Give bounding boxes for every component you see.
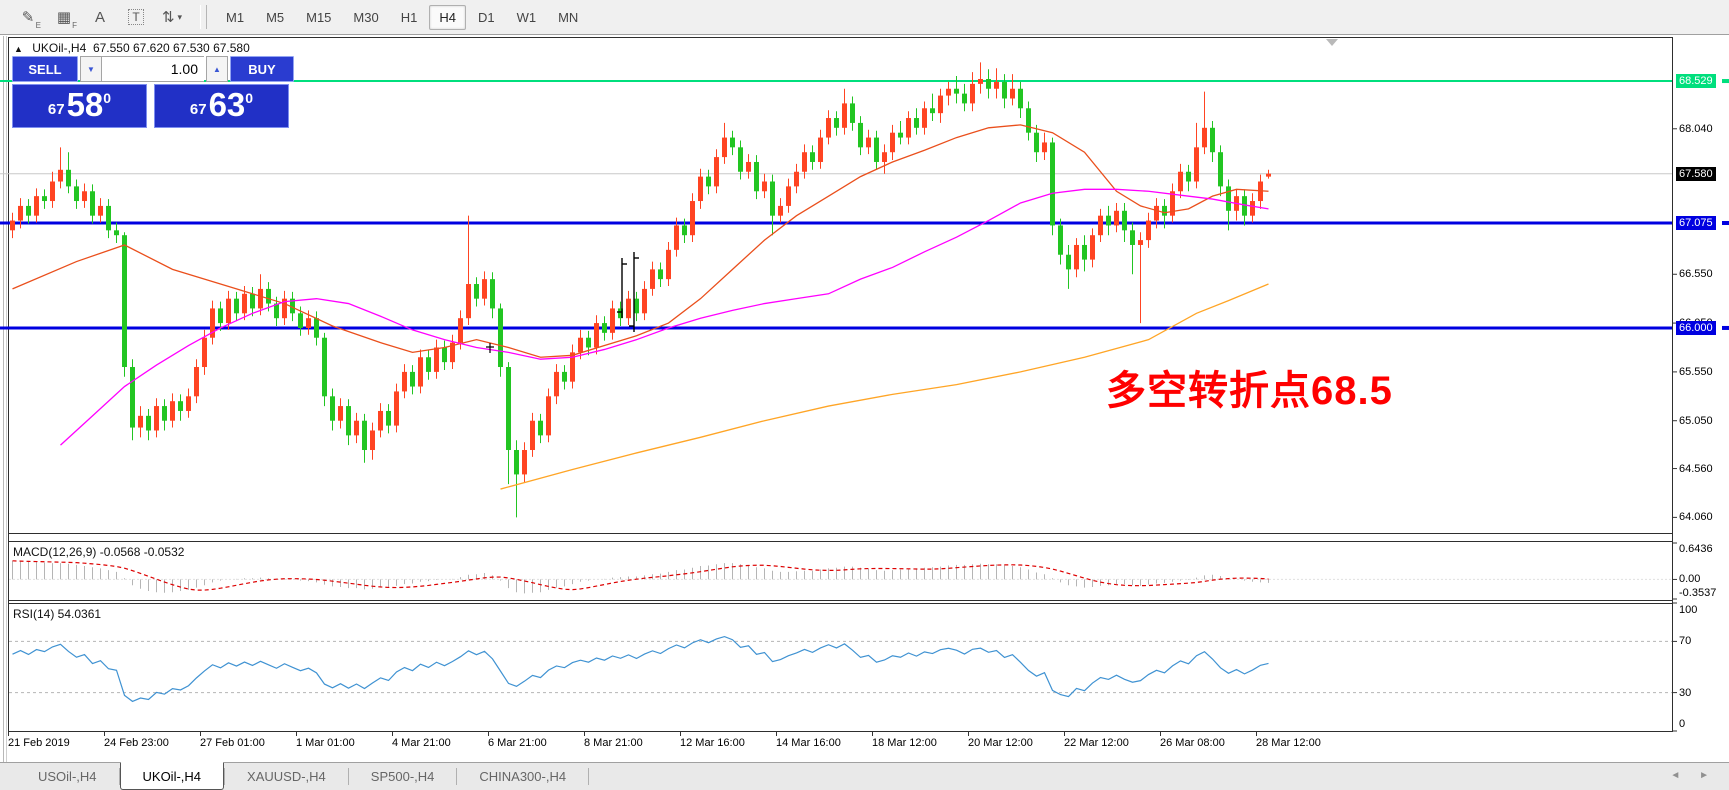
symbol-tab-china300h4[interactable]: CHINA300-,H4 <box>457 763 588 790</box>
line-edge-marker <box>1722 221 1729 225</box>
time-axis-label: 4 Mar 21:00 <box>392 737 451 749</box>
symbol-tab-usoilh4[interactable]: USOil-,H4 <box>16 763 119 790</box>
volume-input[interactable] <box>102 56 204 82</box>
time-axis-label: 8 Mar 21:00 <box>584 737 643 749</box>
symbol-tab-ukoilh4[interactable]: UKOil-,H4 <box>120 762 225 790</box>
time-axis-label: 14 Mar 16:00 <box>776 737 841 749</box>
ask-big-figure: 67 <box>190 101 207 118</box>
bid-pips: 58 <box>67 86 104 124</box>
price-axis-label-blue: 67.075 <box>1676 216 1716 230</box>
tab-separator <box>588 768 589 785</box>
timeframe-button-h4[interactable]: H4 <box>429 5 466 30</box>
price-axis-label: 64.560 <box>1676 462 1716 476</box>
time-axis-label: 12 Mar 16:00 <box>680 737 745 749</box>
chart-title: ▲ UKOil-,H4 67.550 67.620 67.530 67.580 <box>14 41 250 55</box>
rsi-axis-label: 100 <box>1676 603 1700 617</box>
toolbar-separator <box>200 5 207 29</box>
collapse-triangle-icon[interactable]: ▲ <box>14 44 23 54</box>
ohlc-values: 67.550 67.620 67.530 67.580 <box>93 41 250 55</box>
timeframe-button-m30[interactable]: M30 <box>343 5 388 30</box>
grid-pattern-icon[interactable]: ▦F <box>49 4 79 30</box>
volume-increase-button[interactable]: ▲ <box>206 56 228 82</box>
arrange-arrows-icon[interactable]: ⇅▾ <box>157 4 187 30</box>
timeframe-button-m5[interactable]: M5 <box>256 5 294 30</box>
ask-pips: 63 <box>209 86 246 124</box>
draw-study-icon[interactable]: ✎E <box>13 4 43 30</box>
symbol-period-label: UKOil-,H4 <box>32 41 86 55</box>
symbol-tab-xauusdh4[interactable]: XAUUSD-,H4 <box>225 763 348 790</box>
chart-text-annotation: 多空转折点68.5 <box>1106 358 1393 416</box>
rsi-axis-label: 0 <box>1676 717 1688 731</box>
price-axis-label-blue: 66.000 <box>1676 321 1716 335</box>
bid-big-figure: 67 <box>48 101 65 118</box>
volume-decrease-button[interactable]: ▼ <box>80 56 102 82</box>
bid-pipette: 0 <box>103 90 111 106</box>
macd-axis-label: 0.00 <box>1676 572 1703 586</box>
price-axis-label-black: 67.580 <box>1676 167 1716 181</box>
candle <box>546 388 551 442</box>
ask-price-box[interactable]: 67 63 0 <box>154 84 289 128</box>
timeframe-button-h1[interactable]: H1 <box>391 5 428 30</box>
bid-price-box[interactable]: 67 58 0 <box>12 84 147 128</box>
macd-axis-label: 0.6436 <box>1676 542 1716 556</box>
macd-indicator-label: MACD(12,26,9) -0.0568 -0.0532 <box>13 545 184 559</box>
time-axis-label: 26 Mar 08:00 <box>1160 737 1225 749</box>
window-chrome <box>0 35 1729 789</box>
timeframe-button-m15[interactable]: M15 <box>296 5 341 30</box>
line-edge-marker <box>1722 79 1729 83</box>
line-edge-marker <box>1722 326 1729 330</box>
time-axis-label: 21 Feb 2019 <box>8 737 70 749</box>
time-axis-label: 22 Mar 12:00 <box>1064 737 1129 749</box>
candle <box>498 304 503 377</box>
timeframe-button-w1[interactable]: W1 <box>507 5 547 30</box>
ask-pipette: 0 <box>245 90 253 106</box>
symbol-tab-sp500h4[interactable]: SP500-,H4 <box>349 763 457 790</box>
price-axis-label: 65.050 <box>1676 414 1716 428</box>
tab-scroll-arrows[interactable]: ◄ ► <box>1670 770 1717 781</box>
candle <box>1050 138 1055 236</box>
rsi-axis-label: 70 <box>1676 634 1694 648</box>
timeframe-button-mn[interactable]: MN <box>548 5 588 30</box>
time-axis-label: 27 Feb 01:00 <box>200 737 265 749</box>
text-box-icon[interactable]: T <box>121 4 151 30</box>
price-axis-label: 66.550 <box>1676 267 1716 281</box>
macd-axis-label: -0.3537 <box>1676 586 1719 600</box>
rsi-axis-label: 30 <box>1676 686 1694 700</box>
price-axis-label-green: 68.529 <box>1676 74 1716 88</box>
price-axis-label: 64.060 <box>1676 510 1716 524</box>
timeframe-button-m1[interactable]: M1 <box>216 5 254 30</box>
timeframe-button-d1[interactable]: D1 <box>468 5 505 30</box>
time-axis-label: 1 Mar 01:00 <box>296 737 355 749</box>
sell-button[interactable]: SELL <box>12 56 78 82</box>
time-axis-label: 24 Feb 23:00 <box>104 737 169 749</box>
text-label-icon[interactable]: A <box>85 4 115 30</box>
time-axis-label: 28 Mar 12:00 <box>1256 737 1321 749</box>
rsi-indicator-label: RSI(14) 54.0361 <box>13 607 101 621</box>
buy-button[interactable]: BUY <box>230 56 294 82</box>
one-click-trade-panel: SELL ▼ ▲ BUY 67 58 0 67 63 0 <box>12 56 294 128</box>
time-axis-label: 6 Mar 21:00 <box>488 737 547 749</box>
price-axis-label: 68.040 <box>1676 122 1716 136</box>
candle <box>322 333 327 406</box>
time-axis-label: 18 Mar 12:00 <box>872 737 937 749</box>
candle <box>122 232 127 377</box>
time-axis-label: 20 Mar 12:00 <box>968 737 1033 749</box>
price-axis-label: 65.550 <box>1676 365 1716 379</box>
